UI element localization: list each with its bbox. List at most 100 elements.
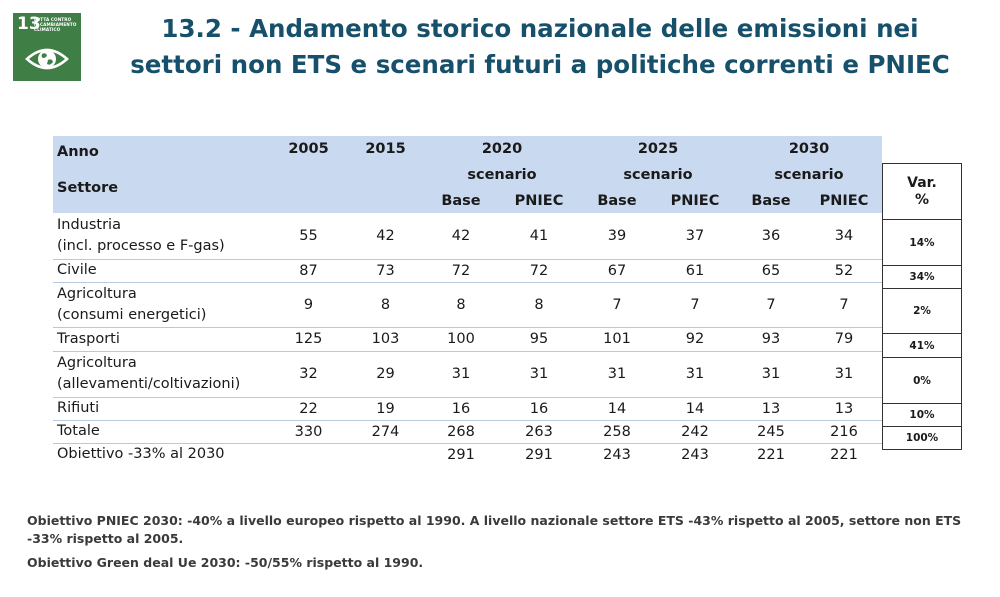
table-cell: 291 bbox=[525, 446, 553, 463]
row-label-line1: Agricoltura bbox=[57, 355, 137, 371]
var-header-unit: % bbox=[914, 191, 930, 208]
year-2020: 2020 bbox=[424, 136, 580, 162]
row-label: Agricoltura (allevamenti/coltivazioni) bbox=[53, 351, 270, 398]
scenario-2030: scenario bbox=[736, 162, 882, 188]
table-cell bbox=[347, 443, 424, 466]
table-cell: 101 bbox=[580, 327, 654, 352]
table-cell: 8 bbox=[424, 282, 498, 328]
var-cell: 2% bbox=[882, 288, 962, 334]
var-header: Var. % bbox=[882, 163, 962, 220]
table-row: Agricoltura (consumi energetici) 9 8 8 8 7 7 7 7 bbox=[53, 282, 882, 328]
row-label: Civile bbox=[53, 259, 270, 283]
var-header-label: Var. bbox=[907, 174, 937, 191]
table-cell: 8 bbox=[347, 282, 424, 328]
header-settore: Settore bbox=[53, 162, 270, 213]
table-cell: 216 bbox=[806, 420, 882, 444]
table-cell: 65 bbox=[736, 259, 806, 283]
row-label-line1: Rifiuti bbox=[57, 400, 100, 416]
badge-line3: CLIMATICO bbox=[34, 27, 61, 32]
table-cell: 31 bbox=[580, 351, 654, 398]
table-row: Rifiuti 22 19 16 16 14 14 13 13 bbox=[53, 397, 882, 421]
row-label: Trasporti bbox=[53, 327, 270, 352]
table-cell: 263 bbox=[498, 420, 580, 444]
table-cell: 92 bbox=[654, 327, 736, 352]
badge-text: LOTTA CONTRO IL CAMBIAMENTO CLIMATICO bbox=[34, 17, 77, 32]
table-row: Obiettivo -33% al 2030 291 291 243 243 221 221 bbox=[53, 443, 882, 466]
row-label: Totale bbox=[53, 420, 270, 444]
table-cell: 52 bbox=[806, 259, 882, 283]
table-cell: 243 bbox=[681, 446, 709, 463]
table-cell: 42 bbox=[347, 213, 424, 260]
table-cell bbox=[270, 443, 347, 466]
row-label: Agricoltura (consumi energetici) bbox=[53, 282, 270, 328]
table-cell: 274 bbox=[347, 420, 424, 444]
table-cell: 34 bbox=[806, 213, 882, 260]
table-cell: 13 bbox=[806, 397, 882, 421]
row-label: Obiettivo -33% al 2030 bbox=[53, 443, 270, 466]
base-2020: Base bbox=[424, 188, 498, 213]
table-cell: 31 bbox=[736, 351, 806, 398]
var-cell: 100% bbox=[882, 426, 962, 450]
table-cell: 22 bbox=[270, 397, 347, 421]
table-cell: 31 bbox=[806, 351, 882, 398]
table-cell: 31 bbox=[498, 351, 580, 398]
table-cell: 7 bbox=[654, 282, 736, 328]
table-cell: 7 bbox=[806, 282, 882, 328]
table-cell: 7 bbox=[736, 282, 806, 328]
table-cell: 14 bbox=[654, 397, 736, 421]
row-label-line1: Industria bbox=[57, 216, 121, 233]
variation-column: Var. % 14% 34% 2% 41% 0% 10% 100% bbox=[882, 163, 962, 450]
title-line1: 13.2 - Andamento storico nazionale delle… bbox=[161, 14, 919, 43]
table-cell: 7 bbox=[580, 282, 654, 328]
var-cell: 34% bbox=[882, 265, 962, 289]
row-label-line1: Agricoltura bbox=[57, 285, 137, 302]
table-cell: 41 bbox=[498, 213, 580, 260]
row-label-line2: (consumi energetici) bbox=[57, 306, 207, 323]
table-cell: 8 bbox=[498, 282, 580, 328]
table-cell: 268 bbox=[424, 420, 498, 444]
table-cell: 221 bbox=[830, 446, 858, 463]
table-row: Industria (incl. processo e F-gas) 55 42 42 4… bbox=[53, 213, 882, 260]
pniec-2025: PNIEC bbox=[654, 188, 736, 213]
row-label-line1: Civile bbox=[57, 262, 97, 278]
table-cell: 14 bbox=[580, 397, 654, 421]
var-cell: 41% bbox=[882, 333, 962, 358]
row-label-line2: (incl. processo e F-gas) bbox=[57, 237, 225, 254]
table-cell: 87 bbox=[270, 259, 347, 283]
note-pniec: Obiettivo PNIEC 2030: -40% a livello eur… bbox=[27, 513, 962, 546]
table-cell: 37 bbox=[654, 213, 736, 260]
base-2030: Base bbox=[736, 188, 806, 213]
table-cell: 291 bbox=[447, 446, 475, 463]
row-label-line1: Obiettivo -33% al 2030 bbox=[57, 446, 225, 463]
table-cell: 93 bbox=[736, 327, 806, 352]
table-cell: 31 bbox=[424, 351, 498, 398]
table-row: Civile 87 73 72 72 67 61 65 52 bbox=[53, 259, 882, 283]
var-cell: 10% bbox=[882, 403, 962, 427]
var-cell: 14% bbox=[882, 219, 962, 266]
table-cell: 29 bbox=[347, 351, 424, 398]
table-cell: 258 bbox=[580, 420, 654, 444]
table-cell: 55 bbox=[270, 213, 347, 260]
table-cell: 9 bbox=[270, 282, 347, 328]
table-row: Trasporti 125 103 100 95 101 92 93 79 bbox=[53, 327, 882, 352]
notes: Obiettivo PNIEC 2030: -40% a livello eur… bbox=[27, 512, 992, 578]
table-cell: 32 bbox=[270, 351, 347, 398]
table-cell: 103 bbox=[347, 327, 424, 352]
badge-line2: IL CAMBIAMENTO bbox=[34, 22, 77, 27]
table-cell: 330 bbox=[270, 420, 347, 444]
table-cell: 67 bbox=[580, 259, 654, 283]
row-label-line2: (allevamenti/coltivazioni) bbox=[57, 376, 241, 392]
note-green-deal: Obiettivo Green deal Ue 2030: -50/55% ri… bbox=[27, 555, 424, 570]
page-title: 13.2 - Andamento storico nazionale delle… bbox=[100, 11, 980, 83]
emissions-table: Anno 2005 2015 2020 2025 2030 Settore sc… bbox=[53, 136, 882, 466]
table-cell: 39 bbox=[580, 213, 654, 260]
scenario-2025: scenario bbox=[580, 162, 736, 188]
row-label-line1: Totale bbox=[57, 423, 100, 439]
table-cell: 221 bbox=[757, 446, 785, 463]
table-cell: 73 bbox=[347, 259, 424, 283]
year-2030: 2030 bbox=[736, 136, 882, 162]
table-cell: 243 bbox=[603, 446, 631, 463]
table-cell: 72 bbox=[498, 259, 580, 283]
table-row: Agricoltura (allevamenti/coltivazioni) 32 2… bbox=[53, 351, 882, 398]
table-cell: 72 bbox=[424, 259, 498, 283]
